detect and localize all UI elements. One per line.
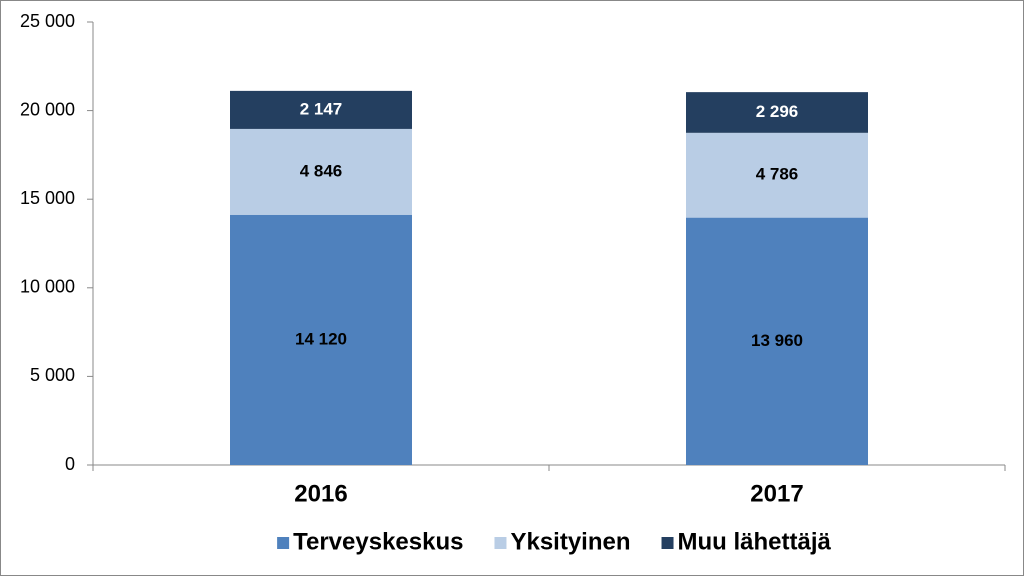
bar-segment <box>230 214 412 465</box>
legend-label: Yksityinen <box>510 528 630 555</box>
legend-swatch <box>661 537 674 549</box>
bar-segment <box>230 128 412 215</box>
value-label: 13 960 <box>751 331 803 350</box>
value-label: 2 147 <box>300 99 343 118</box>
legend-label: Terveyskeskus <box>293 528 463 555</box>
bar-segment <box>686 92 868 133</box>
legend-swatch <box>277 537 290 549</box>
value-label: 14 120 <box>295 329 347 348</box>
x-tick-label: 2017 <box>750 480 803 507</box>
y-tick-label: 20 000 <box>20 99 75 119</box>
legend-swatch <box>494 537 507 549</box>
bar-segment <box>686 217 868 465</box>
bar-segment <box>230 90 412 129</box>
y-tick-label: 0 <box>65 454 75 474</box>
y-tick-label: 10 000 <box>20 277 75 297</box>
bar-segment <box>686 132 868 218</box>
x-tick-label: 2016 <box>294 480 347 507</box>
legend-label: Muu lähettäjä <box>678 528 832 555</box>
y-tick-label: 5 000 <box>30 365 75 385</box>
value-label: 2 296 <box>756 102 799 121</box>
value-label: 4 846 <box>300 161 343 180</box>
y-tick-label: 15 000 <box>20 188 75 208</box>
y-tick-label: 25 000 <box>20 11 75 31</box>
value-label: 4 786 <box>756 165 799 184</box>
